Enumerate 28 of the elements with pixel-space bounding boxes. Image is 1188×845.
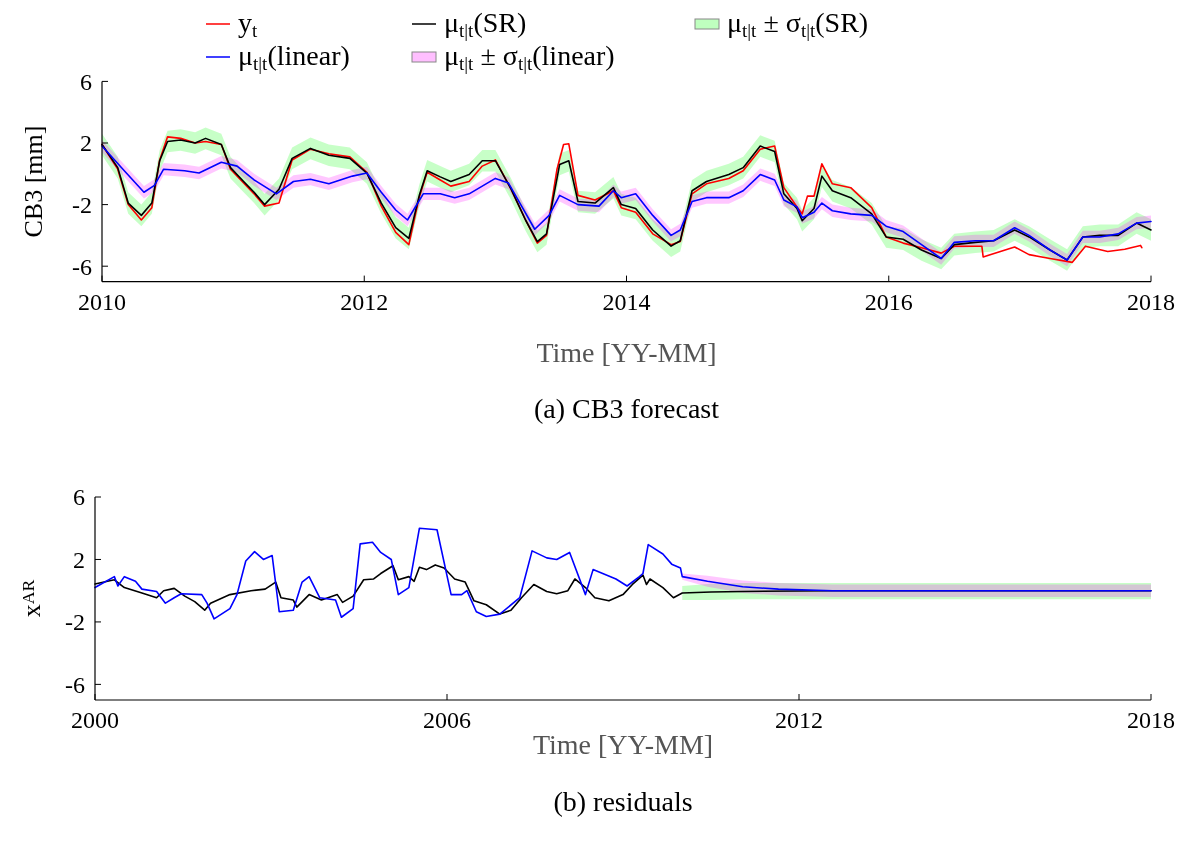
x-tick-label: 2012 bbox=[340, 288, 389, 315]
x-tick-label: 2006 bbox=[423, 707, 471, 733]
legend-label: y$_{t}$ bbox=[238, 7, 258, 41]
legend-label: μ$_{t|t}$(linear) bbox=[238, 40, 350, 74]
x-tick-label: 2010 bbox=[78, 288, 126, 315]
y-tick-label: 2 bbox=[73, 546, 85, 573]
y-axis-title: CB3 [mm] bbox=[19, 125, 48, 238]
text: (b) residuals bbox=[553, 786, 693, 817]
x-tick-label: 2018 bbox=[1127, 707, 1175, 733]
line-series bbox=[94, 527, 1152, 620]
y-tick-label: -6 bbox=[65, 671, 85, 698]
x-axis-title: Time [YY-MM] bbox=[532, 729, 714, 760]
y-tick-label: 2 bbox=[80, 130, 92, 157]
x-tick-label: 2016 bbox=[864, 288, 913, 315]
x-axis-title: Time [YY-MM] bbox=[536, 337, 717, 368]
y-tick-label: -2 bbox=[72, 192, 92, 218]
y-tick-label: -6 bbox=[72, 253, 92, 280]
x-tick-label: 2014 bbox=[602, 288, 651, 315]
legend-label: μ$_{t|t}$(SR) bbox=[444, 7, 527, 41]
x-tick-label: 2018 bbox=[1127, 288, 1175, 315]
x-tick-label: 2000 bbox=[71, 707, 119, 733]
text: μ$_{t|t}$ ± σ$_{t|t}$(SR) bbox=[727, 7, 869, 41]
text: (a) CB3 forecast bbox=[533, 393, 720, 424]
y-tick-label: 6 bbox=[73, 484, 85, 511]
y-tick-label: 6 bbox=[80, 68, 92, 95]
y-tick-label: -2 bbox=[65, 609, 85, 636]
x-tick-label: 2012 bbox=[775, 707, 823, 733]
text: μ$_{t|t}$ ± σ$_{t|t}$(linear) bbox=[444, 40, 615, 74]
